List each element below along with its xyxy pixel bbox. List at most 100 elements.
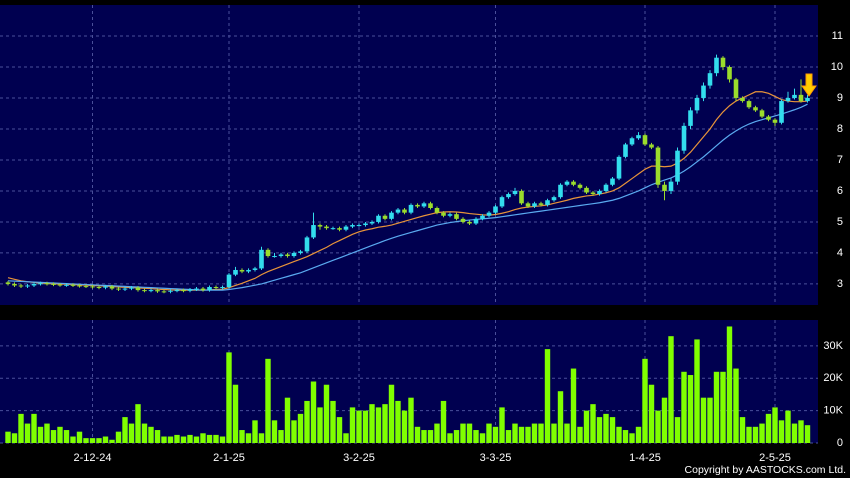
candle-body [213,287,219,289]
volume-bar [661,397,668,443]
candle-body [25,285,30,287]
moving-average [7,103,808,291]
candle-body [792,94,797,98]
candle-body [525,203,531,207]
candle-body [311,225,316,238]
volume-bar [609,417,616,443]
candle-body [278,254,284,257]
volume-bar [622,430,629,443]
volume-bar [11,433,18,443]
volume-bar [785,410,791,443]
candle-body [395,209,401,213]
volume-bar [603,413,609,443]
volume-bar [161,436,167,443]
volume-bar [323,384,330,443]
candle-body [44,283,50,285]
volume-bar [512,423,518,443]
candle-body [363,223,368,226]
volume-bar [772,407,778,443]
volume-bar [336,417,343,443]
volume-bar [167,436,174,443]
volume-bar [668,336,674,443]
candle-body [70,284,76,286]
candle-body [694,97,700,111]
candle-body [350,225,355,227]
volume-bar [57,426,63,443]
volume-bar [226,352,232,443]
volume-bar [239,430,245,443]
price-panel [0,5,818,305]
candle-body [629,138,635,145]
y-tick-label: 30K [823,340,843,352]
volume-bar [141,423,148,443]
volume-bar [291,420,297,443]
volume-bar [330,400,336,443]
candle-body [681,125,687,151]
x-tick-label: 2-1-25 [213,452,245,464]
candle-body [753,107,758,111]
y-tick-label: 3 [837,278,843,290]
candle-body [415,204,420,207]
volume-bar [427,430,434,443]
candle-body [590,192,596,195]
volume-bar [486,423,492,443]
y-tick-label: 7 [837,154,843,166]
volume-bar [83,438,89,443]
candle-body [109,286,115,289]
candle-body [610,178,615,185]
candle-body [96,287,102,289]
candle-body [447,214,453,216]
volume-bar [466,423,473,443]
candle-body [135,287,141,291]
volume-bar [434,423,440,443]
volume-bar [544,349,551,443]
volume-bar [798,420,804,443]
candle-body [122,288,128,290]
volume-bar [310,381,317,443]
volume-bar [193,436,200,443]
candle-body [642,135,648,145]
candle-body [272,256,277,258]
volume-bar [713,371,720,443]
volume-bar [258,433,265,443]
volume-bar [297,413,304,443]
candle-body [532,203,537,207]
y-tick-label: 10K [823,405,843,417]
volume-bar [778,420,785,443]
volume-bar [629,433,635,443]
plot: 3 4 5 6 7 8 9 10 11 0 10K 20K 30K 2-12-24 2-1-25 3-2-25… [0,5,844,464]
candle-body [194,288,199,290]
candle-body [129,287,134,289]
candle-body [577,184,583,188]
candle-body [733,79,739,98]
candle-body [226,274,232,288]
volume-bar [232,384,239,443]
candle-body [298,251,303,253]
volume-bar [499,407,505,443]
volume-bar [804,425,811,443]
volume-bar [525,426,531,443]
candle-body [759,110,765,117]
volume-bar [271,420,278,443]
volume-bar [304,400,310,443]
candle-body [376,215,381,222]
candle-body [506,194,511,198]
candle-body [636,135,641,139]
volume-bar [473,430,479,443]
volume-bar [681,371,687,443]
candle-body [18,285,24,287]
y-tick-label: 10 [831,61,843,73]
candle-body [38,283,43,285]
candle-body [369,221,375,224]
moving-average [7,91,808,291]
candle-body [571,181,576,185]
candle-body [714,57,719,74]
volume-bar [414,426,421,443]
volume-bar [356,410,362,443]
candle-body [766,116,771,120]
volume-bar [700,397,707,443]
volume-bar [37,426,44,443]
candle-body [265,249,271,257]
volume-bar [791,423,798,443]
candle-body [187,289,193,291]
